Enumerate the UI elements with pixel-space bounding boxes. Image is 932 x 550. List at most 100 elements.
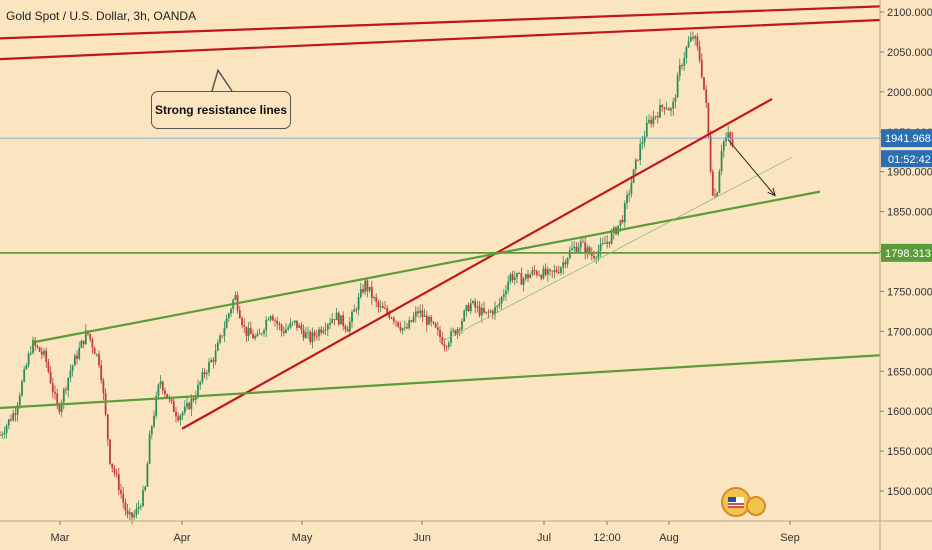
candle-body xyxy=(45,350,48,362)
candle-body xyxy=(557,271,560,273)
candle-body xyxy=(302,330,305,338)
y-tick-label: 1600.000 xyxy=(887,406,932,418)
candle-body xyxy=(386,308,389,313)
candle-body xyxy=(102,380,105,394)
candle-body xyxy=(346,329,349,332)
projection-arrow-head xyxy=(767,187,776,197)
support-level-badge xyxy=(881,243,932,262)
candle-body xyxy=(230,308,232,314)
candle-body xyxy=(335,312,338,321)
candle-body xyxy=(381,306,384,309)
candle-body xyxy=(406,327,408,329)
candle-body xyxy=(32,340,34,353)
candle-body xyxy=(463,310,466,321)
candle-body xyxy=(700,59,703,78)
candle-body xyxy=(82,340,85,344)
candle-body xyxy=(626,195,628,204)
candle-body xyxy=(7,419,10,426)
candle-body xyxy=(731,138,734,146)
x-tick-label: Apr xyxy=(173,532,190,544)
y-tick-label: 1700.000 xyxy=(887,326,932,338)
candle-body xyxy=(137,506,140,509)
candle-body xyxy=(309,331,312,343)
candle-body xyxy=(117,474,120,491)
projection-arrow xyxy=(727,139,776,196)
candle-body xyxy=(524,274,527,279)
candle-body xyxy=(234,295,237,300)
candle-body xyxy=(16,405,19,415)
candle-body xyxy=(439,329,441,337)
candle-body xyxy=(263,330,265,334)
candle-body xyxy=(40,351,43,355)
candle-body xyxy=(650,119,653,124)
candle-body xyxy=(344,325,347,330)
candle-body xyxy=(73,355,76,366)
candle-body xyxy=(78,347,81,359)
candle-body xyxy=(287,327,290,330)
candle-body xyxy=(357,297,360,310)
candle-body xyxy=(47,361,50,372)
candle-body xyxy=(518,272,521,274)
y-tick-label: 1550.000 xyxy=(887,446,932,458)
y-tick-label: 1650.000 xyxy=(887,366,932,378)
candle-body xyxy=(568,250,571,259)
candle-body xyxy=(126,510,129,515)
candle-body xyxy=(430,316,433,322)
upper-resistance-line xyxy=(0,5,881,40)
x-tick-label: Aug xyxy=(659,532,679,544)
candle-body xyxy=(639,144,642,161)
candle-body xyxy=(164,390,166,394)
red-trendline xyxy=(181,98,773,430)
last-price-badge xyxy=(881,129,932,148)
candle-body xyxy=(322,330,325,333)
candle-body xyxy=(155,395,158,416)
candle-body xyxy=(542,268,545,279)
candle-body xyxy=(469,303,472,312)
candle-body xyxy=(219,335,221,343)
candle-body xyxy=(597,250,600,258)
candle-body xyxy=(340,315,342,325)
candle-body xyxy=(571,248,573,251)
candle-body xyxy=(703,77,705,90)
candle-body xyxy=(441,336,444,345)
x-tick-label: Jun xyxy=(413,532,431,544)
candle-body xyxy=(656,116,659,118)
candle-body xyxy=(348,321,351,332)
candle-body xyxy=(672,101,675,109)
candle-body xyxy=(694,36,697,39)
candle-body xyxy=(659,104,661,118)
countdown-label: 01:52:42 xyxy=(888,154,931,166)
candle-body xyxy=(65,389,67,391)
candle-body xyxy=(113,467,116,473)
candle-body xyxy=(652,116,655,124)
candle-body xyxy=(643,136,646,143)
candle-body xyxy=(179,415,182,421)
candle-body xyxy=(225,318,228,329)
candle-body xyxy=(705,89,708,103)
candle-body xyxy=(362,289,364,293)
candle-body xyxy=(76,355,78,359)
candle-body xyxy=(674,97,677,102)
candle-body xyxy=(573,246,576,249)
candle-body xyxy=(205,372,208,375)
candle-body xyxy=(716,192,719,197)
candle-body xyxy=(183,406,186,413)
candle-body xyxy=(71,365,74,371)
candle-body xyxy=(663,107,666,109)
candle-body xyxy=(689,37,692,42)
candle-body xyxy=(555,269,558,272)
candle-body xyxy=(342,315,345,326)
candle-body xyxy=(260,333,263,335)
candle-body xyxy=(692,37,694,39)
x-tick-label: May xyxy=(292,532,313,544)
candle-body xyxy=(190,398,193,410)
candle-body xyxy=(560,267,562,273)
candle-body xyxy=(500,297,503,304)
candle-body xyxy=(3,432,6,435)
candle-body xyxy=(456,328,459,335)
candle-body xyxy=(502,294,505,298)
drawing-layer xyxy=(0,5,881,430)
candle-body xyxy=(175,411,177,417)
annotation-callout[interactable]: Strong resistance lines xyxy=(151,91,291,129)
